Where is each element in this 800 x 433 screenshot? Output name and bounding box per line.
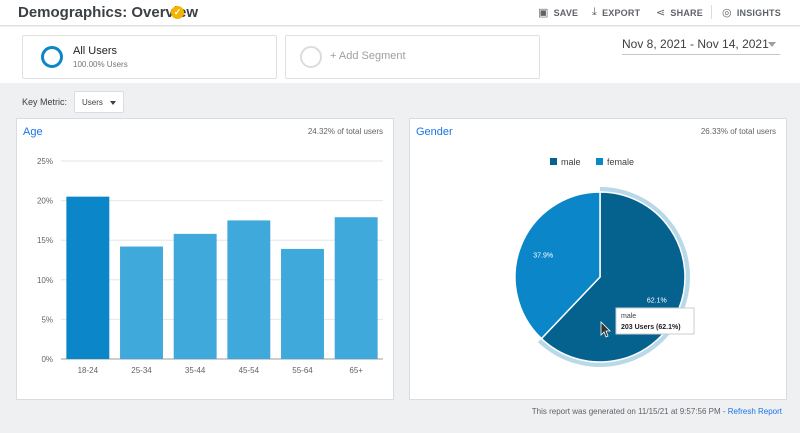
age-bar-chart: 0% 5% 10% 15% 20% 25% 18-24 25-34 35-44 45-54 55-6…	[37, 157, 383, 375]
segment-all-users[interactable]: All Users 100.00% Users	[22, 35, 277, 79]
tooltip-value: 203 Users (62.1%)	[621, 324, 681, 331]
key-metric-label: Key Metric:	[22, 97, 68, 107]
export-button[interactable]: ⤓ EXPORT	[592, 6, 640, 19]
age-card-title: Age	[23, 126, 43, 138]
y-tick-label: 20%	[37, 197, 53, 206]
pie-tooltip: male 203 Users (62.1%)	[615, 307, 695, 335]
segment-bar: All Users 100.00% Users + Add Segment	[0, 27, 800, 83]
insights-button[interactable]: ◎ INSIGHTS	[722, 6, 781, 19]
date-range-picker[interactable]: Nov 8, 2021 - Nov 14, 2021	[622, 37, 769, 51]
insights-button-label: INSIGHTS	[736, 7, 781, 18]
slice-female	[514, 191, 601, 340]
toolbar-divider	[711, 5, 712, 19]
y-tick-label: 10%	[37, 276, 53, 285]
gender-card: Gender 26.33% of total users male female 6…	[409, 118, 787, 400]
slice-label-female: 37.9%	[533, 252, 553, 259]
age-card: Age 24.32% of total users 0% 5% 10% 15% 20% 2…	[16, 118, 394, 400]
y-tick-label: 15%	[37, 236, 53, 245]
add-segment-label: + Add Segment	[330, 50, 406, 62]
key-metric-select[interactable]: Users	[74, 91, 124, 113]
chevron-down-icon	[110, 101, 116, 105]
save-icon: ▣	[538, 7, 549, 19]
bar-65+	[334, 217, 378, 359]
x-tick-label: 25-34	[131, 366, 152, 375]
gender-card-meta: 26.33% of total users	[700, 127, 776, 136]
share-icon: ⋖	[656, 7, 666, 19]
bar-35-44	[173, 233, 217, 359]
y-tick-label: 5%	[41, 315, 53, 324]
share-button-label: SHARE	[670, 7, 703, 18]
gender-card-title: Gender	[416, 126, 453, 138]
page-title: Demographics: Overview	[18, 4, 199, 21]
save-button-label: SAVE	[553, 7, 579, 18]
bar-45-54	[227, 220, 271, 359]
legend-label-male: male	[561, 157, 581, 167]
segment-color-ring	[41, 46, 63, 68]
legend-label-female: female	[607, 157, 634, 167]
legend-swatch-male	[550, 158, 557, 165]
x-tick-label: 18-24	[78, 366, 99, 375]
bar-55-64	[281, 248, 324, 359]
segment-name: All Users	[73, 45, 118, 57]
verified-check-icon: ✓	[171, 6, 184, 19]
x-tick-label: 45-54	[239, 366, 260, 375]
report-generated-text: This report was generated on 11/15/21 at…	[531, 407, 728, 416]
save-button[interactable]: ▣ SAVE	[538, 6, 578, 19]
age-card-meta: 24.32% of total users	[307, 127, 383, 136]
top-bar: Demographics: Overview ✓ ▣ SAVE ⤓ EXPORT…	[0, 0, 800, 26]
tooltip-series: male	[621, 313, 636, 320]
insights-icon: ◎	[722, 7, 732, 19]
x-tick-label: 65+	[349, 366, 363, 375]
export-button-label: EXPORT	[602, 7, 641, 18]
mouse-cursor-icon	[600, 321, 611, 338]
tooltip-box	[615, 307, 695, 335]
key-metric-value: Users	[82, 98, 103, 107]
slice-label-male: 62.1%	[647, 298, 667, 305]
y-tick-label: 25%	[37, 157, 53, 166]
bar-18-24	[66, 196, 110, 359]
report-footer: This report was generated on 11/15/21 at…	[532, 407, 782, 416]
share-button[interactable]: ⋖ SHARE	[656, 6, 703, 19]
x-tick-label: 55-64	[292, 366, 313, 375]
bar-25-34	[120, 246, 163, 359]
legend-swatch-female	[596, 158, 603, 165]
refresh-report-link[interactable]: Refresh Report	[727, 407, 782, 416]
add-segment-button[interactable]: + Add Segment	[285, 35, 540, 79]
chevron-down-icon[interactable]	[768, 42, 776, 47]
gender-pie-chart: male female 62.1% 37.9% male 203 Users (62.1%…	[514, 157, 695, 367]
download-icon: ⤓	[592, 6, 598, 18]
date-range-underline	[622, 54, 780, 55]
segment-subtitle: 100.00% Users	[73, 60, 128, 69]
y-tick-label: 0%	[41, 355, 53, 364]
x-tick-label: 35-44	[185, 366, 206, 375]
add-segment-ring-icon	[300, 46, 322, 68]
